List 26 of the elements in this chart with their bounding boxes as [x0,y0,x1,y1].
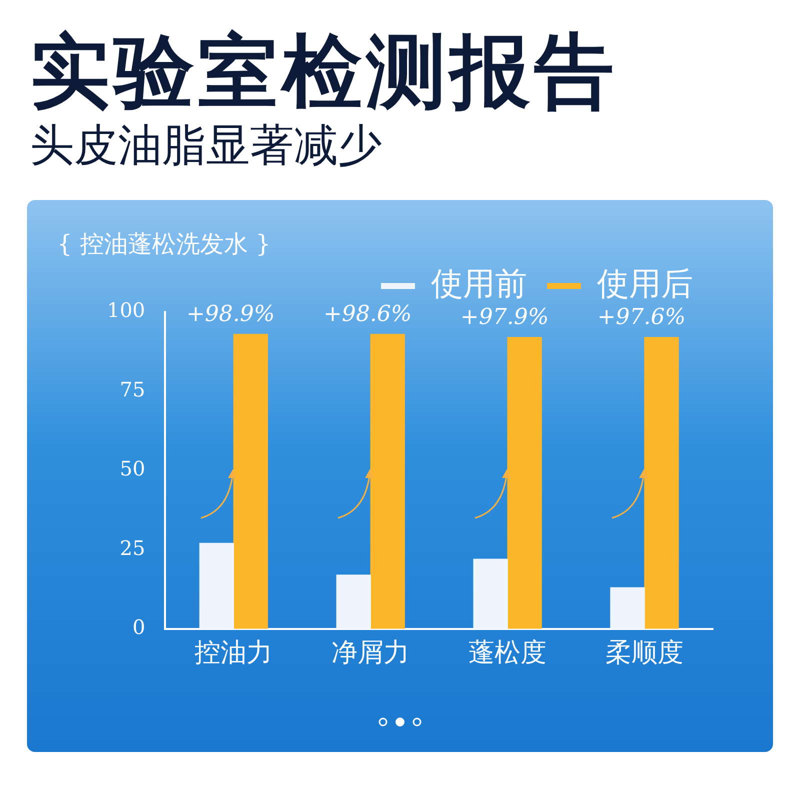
x-tick-label: 控油力 [194,638,273,668]
annotation: +97.6% [597,305,686,330]
x-tick-label: 柔顺度 [606,638,684,668]
y-tick-label: 50 [120,456,146,481]
bar [370,334,405,629]
bar [644,337,679,629]
bar [199,542,234,629]
annotation: +98.9% [186,302,275,327]
y-tick-label: 25 [120,536,146,560]
annotation: +98.6% [323,302,412,327]
y-tick-label: 75 [120,377,146,402]
bar [610,587,645,629]
bar [507,337,542,629]
y-tick-label: 100 [106,298,146,322]
x-tick-label: 净屑力 [332,638,410,668]
y-tick-label: 0 [132,615,146,640]
text: { 控油蓬松洗发水 } [57,229,271,260]
bar [473,558,508,629]
legend-label: 使用前 [431,264,527,302]
annotation: +97.9% [460,305,549,330]
bar [336,574,371,629]
x-tick-label: 蓬松度 [468,638,547,668]
bar [233,334,268,629]
chart-title: 实验室检测报告 [30,25,618,118]
legend-label: 使用后 [597,264,693,302]
chart-subtitle: 头皮油脂显著减少 [30,119,382,173]
